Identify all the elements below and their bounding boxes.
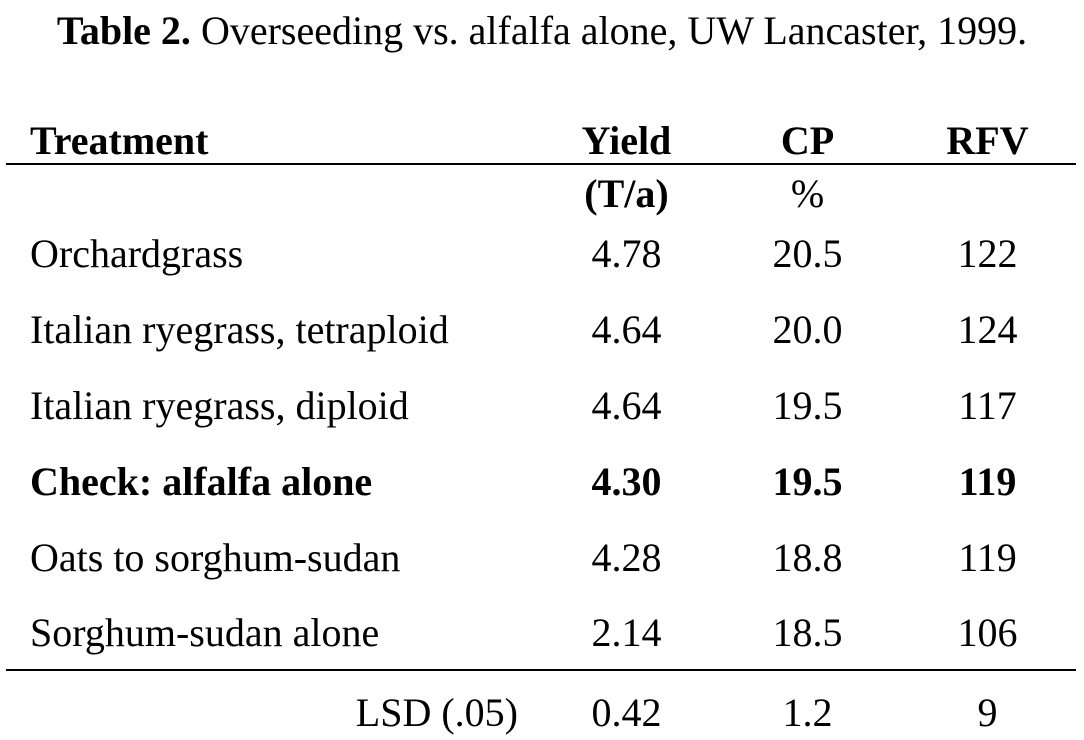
lsd-yield: 0.42 xyxy=(591,690,662,735)
cp-cell: 20.0 xyxy=(772,307,843,352)
cp-cell: 20.5 xyxy=(772,231,843,276)
yield-cell: 2.14 xyxy=(591,610,662,655)
rfv-cell: 106 xyxy=(957,610,1018,655)
unit-cp: % xyxy=(790,171,825,216)
cp-cell: 18.5 xyxy=(772,610,843,655)
lsd-rfv: 9 xyxy=(977,690,998,735)
lsd-label: LSD (.05) xyxy=(355,690,518,735)
treatment-cell: Orchardgrass xyxy=(30,231,244,276)
rfv-cell: 117 xyxy=(958,383,1017,428)
unit-yield: (T/a) xyxy=(584,171,669,216)
table-title: Table 2. Overseeding vs. alfalfa alone, … xyxy=(0,8,1084,54)
cp-cell: 19.5 xyxy=(772,383,843,428)
yield-cell: 4.78 xyxy=(591,231,662,276)
header-yield: Yield xyxy=(581,118,672,163)
table-number: Table 2. xyxy=(56,8,191,53)
cp-cell: 19.5 xyxy=(772,459,843,504)
header-treatment: Treatment xyxy=(30,118,209,163)
header-rfv: RFV xyxy=(946,118,1029,163)
treatment-cell: Italian ryegrass, tetraploid xyxy=(30,307,449,352)
cp-cell: 18.8 xyxy=(772,535,843,580)
yield-cell: 4.28 xyxy=(591,535,662,580)
treatment-cell: Sorghum-sudan alone xyxy=(30,610,380,655)
yield-cell: 4.64 xyxy=(591,383,662,428)
rfv-cell: 124 xyxy=(957,307,1018,352)
rfv-cell: 119 xyxy=(958,535,1017,580)
lsd-cp: 1.2 xyxy=(782,690,833,735)
footer-divider xyxy=(6,669,1076,671)
yield-cell: 4.64 xyxy=(591,307,662,352)
table-caption: Overseeding vs. alfalfa alone, UW Lancas… xyxy=(200,8,1028,53)
treatment-cell: Italian ryegrass, diploid xyxy=(30,383,409,428)
header-cp: CP xyxy=(780,118,835,163)
rfv-cell: 119 xyxy=(958,459,1017,504)
yield-cell: 4.30 xyxy=(591,459,662,504)
treatment-cell: Oats to sorghum-sudan xyxy=(30,535,401,580)
header-divider xyxy=(6,163,1076,165)
treatment-cell: Check: alfalfa alone xyxy=(30,459,373,504)
rfv-cell: 122 xyxy=(957,231,1018,276)
